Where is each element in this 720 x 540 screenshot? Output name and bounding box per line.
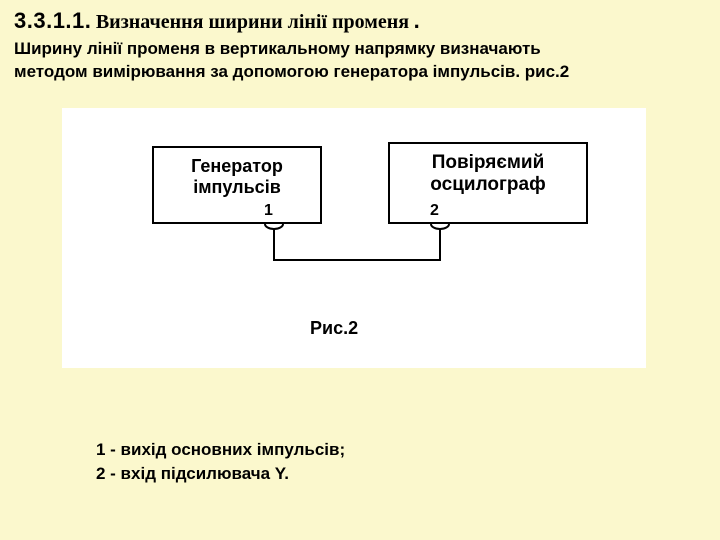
intro-text: Ширину лінії променя в вертикальному нап… <box>14 38 706 84</box>
section-number: 3.3.1.1. <box>14 8 91 33</box>
port-label-2: 2 <box>430 202 439 220</box>
node-osc: Повіряємийосцилограф <box>388 142 588 224</box>
node-gen: Генераторімпульсів <box>152 146 322 224</box>
intro-line1: Ширину лінії променя в вертикальному нап… <box>14 39 541 58</box>
intro-line2: методом вимірювання за допомогою генерат… <box>14 62 569 81</box>
node-gen-line1: Генератор <box>154 156 320 177</box>
node-gen-line2: імпульсів <box>154 177 320 198</box>
node-osc-line1: Повіряємий <box>390 152 586 174</box>
legend-item-2: 2 - вхід підсилювача Y. <box>96 462 652 486</box>
port-label-1: 1 <box>264 202 273 220</box>
node-osc-line2: осцилограф <box>390 174 586 196</box>
diagram-panel: Рис.2 Генераторімпульсів1Повіряємийосцил… <box>62 108 646 368</box>
legend-block: 1 - вихід основних імпульсів; 2 - вхід п… <box>72 432 662 496</box>
section-title: Визначення ширини лінії променя <box>96 11 409 33</box>
connection-wire <box>274 229 440 260</box>
legend-item-1: 1 - вихід основних імпульсів; <box>96 438 652 462</box>
section-title-dot: . <box>414 8 420 33</box>
figure-caption: Рис.2 <box>310 318 358 339</box>
header-block: 3.3.1.1. Визначення ширини лінії променя… <box>14 8 706 84</box>
section-heading: 3.3.1.1. Визначення ширини лінії променя… <box>14 8 706 34</box>
